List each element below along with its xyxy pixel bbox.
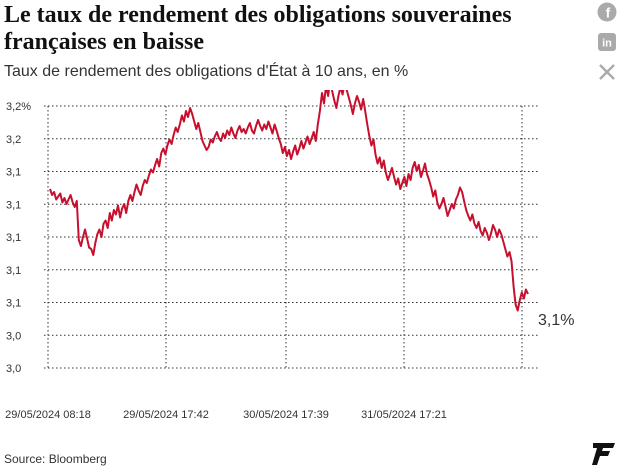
x-tick-label: 30/05/2024 17:39 [243, 409, 329, 420]
facebook-icon[interactable]: f [597, 2, 617, 22]
x-axis-ticks: 29/05/2024 08:18 29/05/2024 17:42 30/05/20… [5, 409, 447, 420]
series-line [49, 90, 529, 312]
linkedin-icon[interactable]: in [597, 32, 617, 52]
x-icon[interactable] [597, 62, 617, 82]
y-tick-label: 3,1 [6, 232, 21, 244]
y-tick-label: 3,2% [6, 101, 31, 113]
yield-line-chart: 3,2% 3,2 3,1 3,1 3,1 3,1 3,1 3,0 3,0 29/05/2024 … [5, 90, 574, 420]
y-tick-label: 3,1 [6, 167, 21, 179]
y-tick-label: 3,2 [6, 134, 21, 146]
page-title: Le taux de rendement des obligations sou… [4, 2, 512, 55]
y-tick-label: 3,1 [6, 265, 21, 277]
y-tick-label: 3,1 [6, 298, 21, 310]
chart-subtitle: Taux de rendement des obligations d'État… [4, 63, 409, 80]
y-tick-label: 3,0 [6, 363, 21, 375]
last-value-label: 3,1% [538, 312, 574, 329]
x-tick-label: 29/05/2024 17:42 [123, 409, 209, 420]
x-tick-label: 29/05/2024 08:18 [5, 409, 91, 420]
svg-text:in: in [602, 38, 612, 50]
y-axis-ticks: 3,2% 3,2 3,1 3,1 3,1 3,1 3,1 3,0 3,0 [6, 101, 31, 375]
y-tick-label: 3,0 [6, 330, 21, 342]
le-figaro-logo [592, 443, 615, 465]
source-note: Source: Bloomberg [4, 452, 107, 466]
x-tick-label: 31/05/2024 17:21 [361, 409, 447, 420]
y-tick-label: 3,1 [6, 199, 21, 211]
svg-text:f: f [606, 5, 611, 21]
grid-lines [44, 105, 540, 369]
